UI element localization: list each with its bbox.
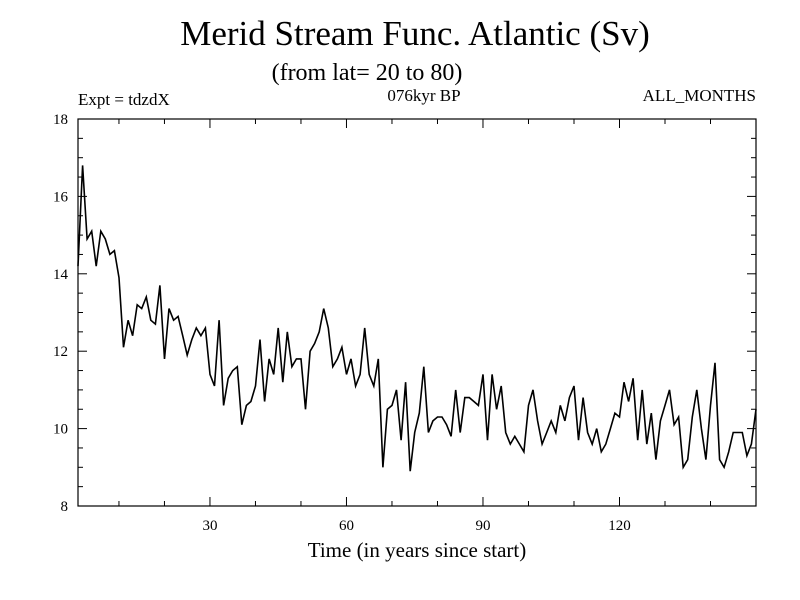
months-label: ALL_MONTHS	[642, 86, 756, 105]
x-axis-label: Time (in years since start)	[307, 538, 527, 562]
y-tick-label: 16	[53, 189, 69, 205]
x-tick-label: 90	[475, 518, 490, 534]
y-tick-label: 18	[53, 112, 68, 128]
experiment-label: Expt = tdzdX	[78, 90, 170, 109]
y-tick-label: 8	[61, 499, 69, 515]
y-tick-label: 12	[53, 344, 68, 360]
chart-subtitle: (from lat= 20 to 80)	[271, 60, 463, 86]
x-tick-label: 60	[339, 518, 354, 534]
y-tick-label: 14	[53, 267, 69, 283]
y-tick-label: 10	[53, 422, 68, 438]
x-tick-label: 30	[202, 518, 217, 534]
x-tick-label: 120	[608, 518, 631, 534]
period-label: 076kyr BP	[387, 86, 461, 105]
series-line	[77, 165, 757, 472]
chart-title: Merid Stream Func. Atlantic (Sv)	[180, 14, 650, 53]
